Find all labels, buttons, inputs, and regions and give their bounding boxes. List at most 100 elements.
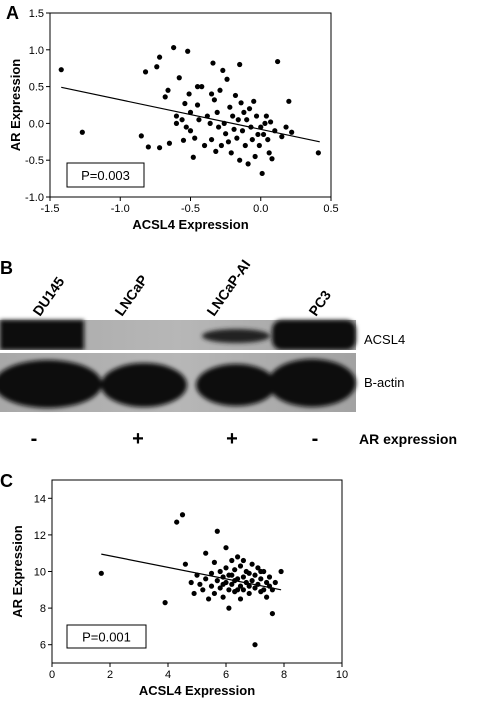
chart-a-data-point	[253, 113, 260, 119]
chart-a-data-point	[230, 113, 236, 119]
chart-a-xtick-label: 0.0	[253, 203, 268, 215]
chart-a-data-point	[182, 100, 188, 107]
panel-letter-c: C	[0, 471, 13, 491]
western-blot: DU145 LNCaP LNCaP-AI PC3 ACSL4 B-actin -…	[0, 257, 457, 450]
chart-a-data-point	[173, 120, 180, 126]
ar-status-lncap-ai: +	[226, 428, 238, 450]
chart-c-xtick-label: 6	[223, 669, 229, 681]
chart-a-data-point	[252, 153, 258, 160]
band-acsl4-pc3	[272, 320, 356, 350]
chart-c-trend-line	[101, 553, 282, 591]
chart-c-data-point	[203, 550, 209, 556]
chart-c-data-point	[240, 574, 246, 580]
scatter-chart-a: -1.5 -1.0 -0.5 0.0 0.5-1.0-0.50.00.51.01.5AC…	[8, 8, 339, 232]
chart-c-data-point	[261, 587, 267, 593]
chart-a-data-point	[227, 104, 233, 110]
chart-a-data-point	[263, 113, 269, 119]
chart-c-data-point	[264, 594, 270, 600]
chart-c-data-point	[240, 557, 246, 564]
chart-c-data-point	[246, 583, 252, 589]
chart-a-data-point	[286, 98, 292, 104]
chart-c-data-point	[252, 572, 258, 578]
chart-c-data-point	[237, 563, 244, 569]
chart-a-data-point	[185, 48, 191, 54]
chart-a-data-point	[204, 113, 210, 119]
chart-c-data-point	[237, 583, 244, 589]
chart-a-data-point	[224, 76, 230, 82]
chart-c-data-point	[98, 570, 104, 576]
chart-a-data-point	[283, 124, 289, 130]
chart-c-data-point	[232, 578, 238, 584]
chart-a-data-point	[142, 69, 149, 75]
chart-c-data-point	[249, 561, 255, 567]
chart-c-data-point	[237, 596, 244, 602]
chart-a-data-point	[241, 109, 247, 115]
chart-c-data-point	[249, 578, 255, 584]
chart-a-data-point	[210, 60, 216, 66]
chart-c-data-point	[211, 559, 217, 565]
chart-a-pvalue-label: P=0.003	[81, 168, 130, 183]
chart-a-pvalue-box	[66, 162, 145, 188]
chart-c-data-point	[266, 574, 273, 580]
band-actin-du145	[0, 360, 102, 408]
chart-a-data-point	[201, 142, 208, 149]
ar-status-pc3: -	[312, 428, 319, 450]
chart-a-data-point	[225, 139, 232, 145]
chart-a-data-point	[220, 67, 226, 74]
chart-a-data-point	[235, 117, 241, 123]
chart-c-data-point	[229, 557, 235, 564]
chart-a-data-point	[275, 58, 281, 65]
chart-a-data-point	[213, 148, 219, 154]
chart-a-data-point	[194, 102, 201, 108]
chart-a-data-point	[223, 131, 229, 137]
chart-a-data-point	[196, 117, 202, 123]
chart-a-data-point	[221, 120, 227, 126]
chart-a-data-point	[145, 144, 151, 150]
chart-c-data-point	[194, 572, 200, 578]
chart-c-data-point	[246, 570, 252, 576]
chart-a-data-point	[289, 129, 295, 135]
chart-a-data-point	[269, 156, 275, 162]
chart-c-data-point	[211, 590, 217, 597]
chart-a-data-point	[194, 84, 201, 90]
chart-a-ytick-label: -0.5	[25, 155, 44, 167]
chart-c-data-point	[226, 605, 232, 611]
chart-c-data-point	[162, 600, 168, 606]
chart-c-data-point	[269, 587, 275, 593]
chart-a-data-point	[173, 113, 180, 119]
chart-c-data-point	[258, 576, 264, 582]
chart-c-data-point	[235, 554, 241, 560]
chart-a-data-point	[187, 109, 194, 115]
chart-a-data-point	[176, 75, 182, 81]
chart-c-xtick-label: 8	[281, 669, 287, 681]
chart-c-data-point	[243, 579, 249, 586]
chart-c-data-point	[188, 579, 194, 586]
band-label-acsl4: ACSL4	[364, 332, 405, 347]
chart-a-data-point	[190, 154, 196, 160]
chart-a-data-point	[265, 136, 271, 143]
band-label-actin: B-actin	[364, 375, 404, 390]
chart-c-ytick-label: 14	[34, 493, 46, 505]
chart-a-data-point	[266, 150, 272, 156]
chart-c-data-point	[200, 587, 206, 593]
chart-a-data-point	[171, 44, 177, 51]
chart-c-data-point	[208, 570, 215, 576]
chart-a-data-point	[242, 142, 248, 149]
chart-a-ytick-label: 0.0	[29, 118, 44, 130]
chart-c-xtick-label: 2	[107, 669, 113, 681]
band-acsl4-du145	[0, 320, 84, 350]
chart-a-ytick-label: 1.0	[29, 45, 44, 57]
chart-c-data-point	[203, 576, 209, 582]
chart-a-data-point	[183, 124, 189, 130]
chart-a-data-point	[156, 54, 163, 60]
chart-c-xtick-label: 4	[165, 669, 171, 681]
lane-label-du145: DU145	[29, 274, 67, 319]
chart-a-data-point	[267, 119, 274, 125]
chart-a-data-point	[199, 84, 205, 90]
chart-a-ytick-label: 1.5	[29, 8, 44, 20]
chart-c-data-point	[229, 581, 235, 587]
chart-a-data-point	[256, 142, 262, 149]
chart-c-data-point	[220, 594, 226, 600]
chart-a-data-point	[315, 150, 321, 156]
chart-c-data-point	[266, 583, 273, 589]
